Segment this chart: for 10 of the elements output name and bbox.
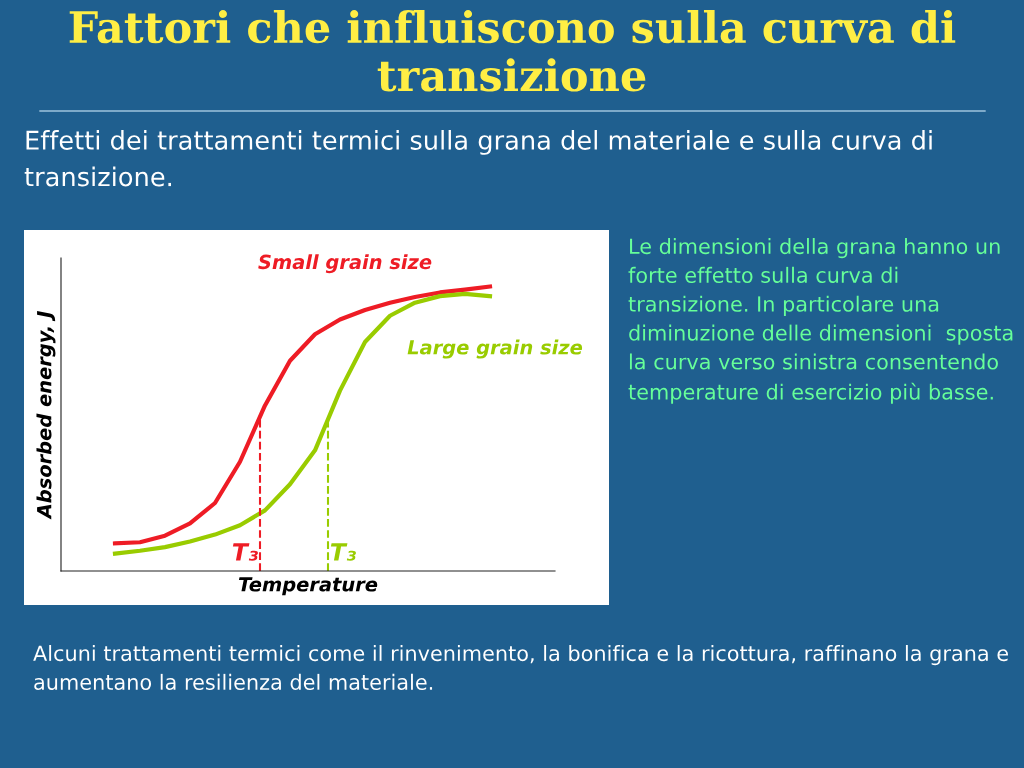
text: Alcuni trattamenti termici come il rinvenimento, la bonifica e la ricottura, raffinano la grana e aumentano la resilienza del materiale. <box>33 645 1009 690</box>
series-label: Large grain size <box>407 339 583 359</box>
series-label: Small grain size <box>258 254 432 274</box>
y-axis-title: Absorbed energy, J <box>36 311 56 520</box>
annotation: T₃ <box>330 543 356 561</box>
chart-title: Fattori che influiscono sulla curva di transizione <box>69 10 956 92</box>
chart-subtitle: Effetti dei trattamenti termici sulla grana del materiale e sulla curva di transizione. <box>24 130 932 187</box>
text: Le dimensioni della grana hanno un forte effetto sulla curva di transizione. In particolare una diminuzione delle dimensioni sposta la curva verso sinistra consentendo temperature di esercizio più basse. <box>628 238 1013 404</box>
x-axis-title: Temperature <box>238 577 378 596</box>
annotation: T₃ <box>232 543 258 561</box>
